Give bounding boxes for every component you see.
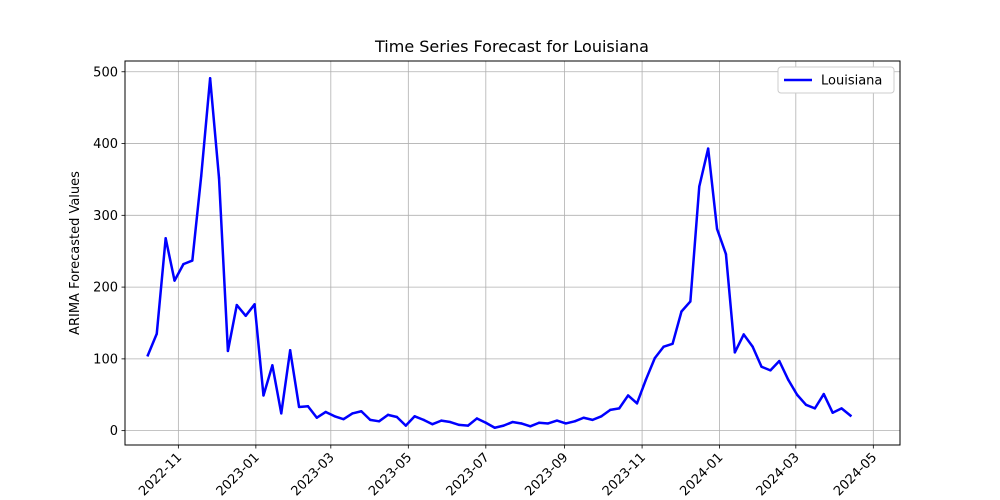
data-point-62 [698,185,701,188]
data-point-23 [351,412,354,415]
data-point-35 [457,423,461,427]
y-tick-label-500: 500 [93,65,118,80]
data-point-77 [831,411,834,414]
data-point-69 [760,365,763,368]
data-point-65 [724,252,728,256]
data-point-6 [200,174,203,178]
data-point-74 [804,403,808,407]
data-point-5 [191,259,194,262]
grid-lines [125,61,900,445]
data-point-8 [217,176,221,180]
data-point-52 [609,408,612,412]
legend-box [777,66,895,94]
data-point-39 [493,426,496,429]
data-point-12 [253,303,256,306]
data-point-37 [475,417,479,420]
legend-label-louisiana: Louisiana [821,74,882,89]
data-point-66 [733,351,737,354]
data-point-24 [360,410,363,413]
data-point-10 [235,303,239,307]
data-point-42 [520,422,523,425]
plot-frame [124,60,901,446]
data-point-32 [431,422,434,426]
data-point-47 [564,422,568,425]
data-point-70 [769,369,772,372]
data-point-72 [786,378,790,381]
data-point-58 [662,345,665,348]
data-point-11 [244,314,247,318]
data-point-75 [813,407,817,410]
data-point-49 [582,416,585,419]
data-point-15 [280,412,283,415]
data-point-31 [422,418,425,422]
chart-title: Time Series Forecast for Louisiana [374,37,649,56]
data-point-55 [635,402,639,405]
data-point-68 [751,345,754,348]
data-point-36 [466,424,470,427]
data-point-1 [155,332,158,335]
data-point-40 [502,424,505,427]
data-point-67 [742,333,745,336]
data-point-46 [555,419,559,422]
data-point-29 [404,424,407,427]
data-point-20 [324,410,327,414]
data-point-19 [315,416,319,419]
data-point-13 [262,394,265,397]
data-point-76 [822,392,825,396]
data-point-33 [440,419,443,422]
data-point-2 [164,237,167,240]
data-point-41 [511,420,514,424]
data-point-44 [537,421,541,424]
data-point-59 [671,342,674,345]
data-point-3 [173,279,176,282]
data-point-53 [618,407,621,410]
data-point-26 [377,420,381,423]
data-point-57 [653,356,656,360]
y-axis-ticks: 0 100 200 300 400 500 [93,65,125,439]
data-point-38 [484,421,488,424]
data-point-21 [333,415,336,418]
y-tick-label-400: 400 [93,137,118,152]
data-point-25 [369,418,372,422]
data-point-73 [795,393,799,396]
data-point-14 [271,364,274,367]
data-point-9 [226,349,230,353]
series-line-louisiana [146,76,853,430]
series-layer [146,76,853,430]
data-point-0 [146,354,150,357]
data-point-7 [208,77,212,80]
data-point-43 [529,425,532,428]
data-point-51 [600,415,603,418]
y-tick-label-0: 0 [110,424,118,439]
legend: Louisiana [777,66,895,94]
y-tick-label-300: 300 [93,209,118,224]
data-point-71 [778,359,781,363]
data-point-22 [342,417,345,421]
data-point-18 [306,405,310,408]
data-point-27 [386,413,390,417]
data-point-4 [182,262,185,266]
data-point-54 [626,394,630,397]
data-point-56 [644,378,648,381]
data-point-48 [573,420,576,423]
data-point-78 [840,407,843,410]
data-point-50 [591,418,594,422]
data-point-45 [546,422,550,425]
data-point-17 [297,405,301,409]
data-point-79 [849,414,852,417]
data-point-63 [706,147,710,150]
data-point-34 [449,420,452,424]
data-point-28 [395,415,399,419]
data-point-30 [413,415,416,418]
data-point-61 [689,300,692,303]
y-tick-label-100: 100 [93,352,118,367]
y-axis-label: ARIMA Forecasted Values [68,171,83,335]
data-point-60 [680,310,683,313]
y-tick-label-200: 200 [93,281,118,296]
data-point-64 [715,227,719,231]
data-point-16 [288,349,292,352]
